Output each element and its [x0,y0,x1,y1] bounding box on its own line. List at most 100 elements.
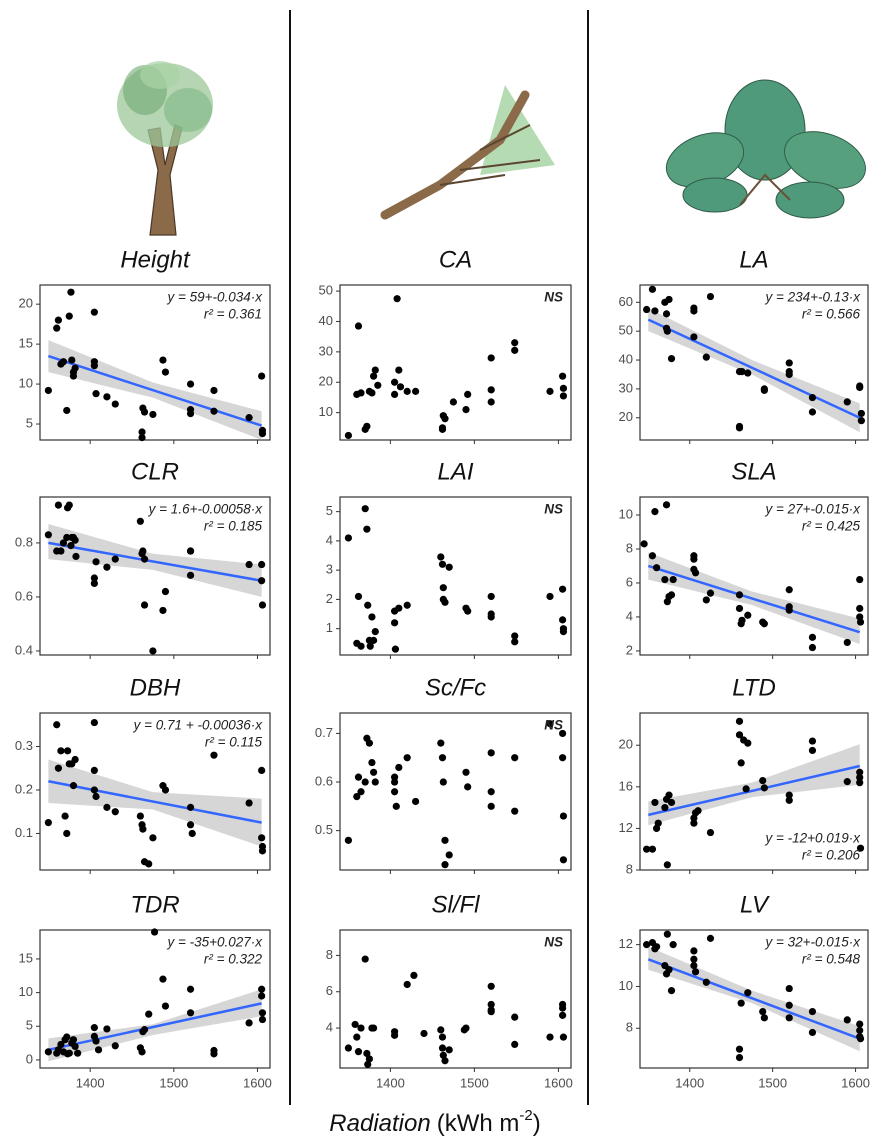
data-point [437,553,444,560]
data-point [690,333,697,340]
data-point [159,357,166,364]
data-point [92,390,99,397]
y-tick-label: 15 [19,950,33,965]
data-point [844,639,851,646]
data-point [245,799,252,806]
data-point [66,1050,73,1057]
y-tick-label: 3 [326,562,333,577]
data-point [357,389,364,396]
y-tick-label: 10 [19,984,33,999]
data-point [664,931,671,938]
data-point [245,561,252,568]
data-point [809,634,816,641]
data-point [663,501,670,508]
annotation: r² = 0.566 [802,307,861,322]
data-point [70,372,77,379]
data-point [391,788,398,795]
data-point [404,981,411,988]
data-point [440,778,447,785]
background [0,0,870,1142]
y-tick-label: 4 [626,608,633,623]
data-point [809,747,816,754]
chart-title: CA [439,246,472,273]
data-point [210,752,217,759]
y-tick-label: 20 [619,409,633,424]
data-point [258,986,265,993]
data-point [559,586,566,593]
annotation: NS [544,290,563,305]
y-tick-label: 0.5 [315,822,333,837]
data-point [187,572,194,579]
annotation: r² = 0.115 [205,735,263,750]
data-point [744,369,751,376]
data-point [560,392,567,399]
data-point [464,608,471,615]
data-point [441,1057,448,1064]
data-point [355,322,362,329]
data-point [162,1002,169,1009]
data-point [112,1042,119,1049]
data-point [391,1028,398,1035]
data-point [60,358,67,365]
y-tick-label: 50 [619,323,633,338]
data-point [736,718,743,725]
data-point [446,1046,453,1053]
x-label-exponent: -2 [519,1107,532,1124]
data-point [809,394,816,401]
data-point [511,1041,518,1048]
data-point [149,834,156,841]
data-point [363,423,370,430]
data-point [141,556,148,563]
data-point [259,847,266,854]
chart-title: LAI [437,458,473,485]
annotation: NS [544,718,563,733]
data-point [761,1014,768,1021]
annotation: r² = 0.322 [204,952,263,967]
data-point [145,860,152,867]
data-point [488,613,495,620]
data-point [736,591,743,598]
x-tick-label: 1600 [841,1075,870,1090]
data-point [856,576,863,583]
data-point [488,1008,495,1015]
data-point [809,1008,816,1015]
chart-title: LA [739,246,768,273]
data-point [63,1033,70,1040]
x-label-name: Radiation [329,1110,430,1137]
y-tick-label: 0.4 [15,642,33,657]
data-point [759,1008,766,1015]
data-point [210,387,217,394]
data-point [690,307,697,314]
data-point [57,747,64,754]
data-point [137,518,144,525]
data-point [661,804,668,811]
data-point [744,989,751,996]
data-point [560,812,567,819]
data-point [112,808,119,815]
data-point [856,605,863,612]
data-point [258,561,265,568]
data-point [559,754,566,761]
annotation: y = -35+0.027·x [166,935,263,950]
data-point [370,373,377,380]
data-point [511,808,518,815]
data-point [245,1019,252,1026]
data-point [95,1046,102,1053]
y-tick-label: 8 [626,540,633,555]
data-point [786,1014,793,1021]
data-point [187,1009,194,1016]
data-point [187,380,194,387]
data-point [362,505,369,512]
data-point [259,430,266,437]
data-point [210,1050,217,1057]
data-point [655,820,662,827]
data-point [559,1004,566,1011]
y-tick-label: 6 [626,574,633,589]
data-point [355,593,362,600]
data-point [258,767,265,774]
data-point [649,846,656,853]
chart-title: LTD [732,674,776,701]
data-point [141,408,148,415]
data-point [437,740,444,747]
data-point [397,383,404,390]
